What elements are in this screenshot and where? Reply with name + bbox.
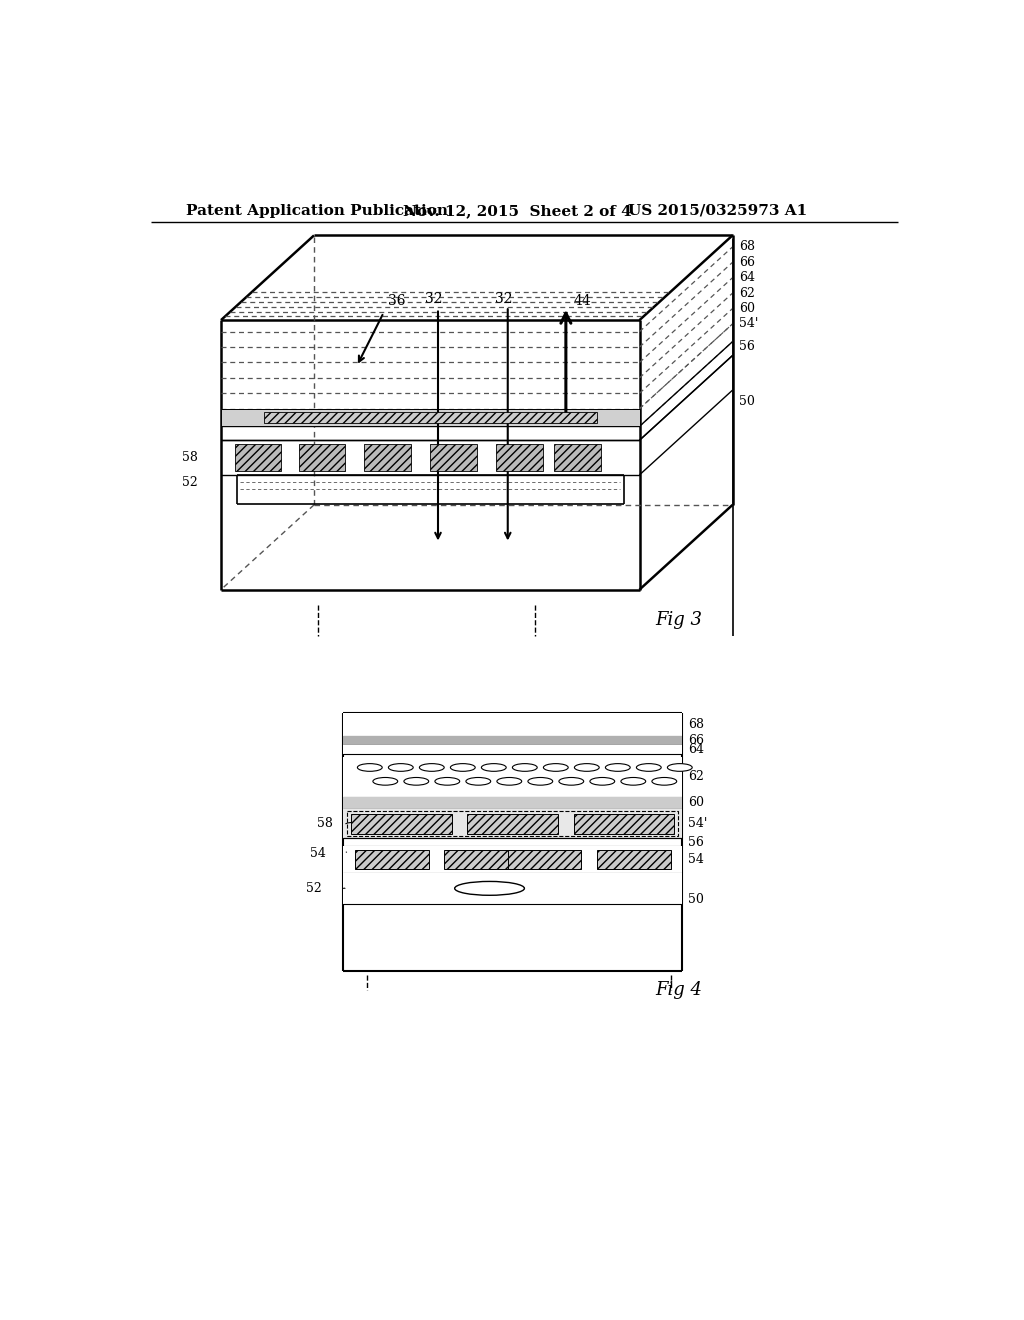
- Ellipse shape: [621, 777, 646, 785]
- Polygon shape: [234, 444, 282, 471]
- Polygon shape: [343, 756, 682, 797]
- Text: 56: 56: [738, 339, 755, 352]
- Polygon shape: [467, 813, 558, 834]
- Ellipse shape: [605, 763, 630, 771]
- Ellipse shape: [420, 763, 444, 771]
- Text: 54': 54': [738, 317, 758, 330]
- Text: 52: 52: [306, 882, 322, 895]
- Polygon shape: [343, 713, 682, 737]
- Polygon shape: [343, 846, 682, 873]
- Ellipse shape: [528, 777, 553, 785]
- Text: 44: 44: [573, 294, 592, 308]
- Polygon shape: [343, 737, 682, 744]
- Ellipse shape: [652, 777, 677, 785]
- Text: 32: 32: [425, 292, 442, 306]
- Ellipse shape: [559, 777, 584, 785]
- Text: 52: 52: [182, 477, 198, 490]
- Text: 60: 60: [738, 302, 755, 315]
- Text: 58: 58: [182, 451, 198, 465]
- Polygon shape: [355, 850, 429, 869]
- Text: 32: 32: [496, 292, 513, 305]
- Ellipse shape: [466, 777, 490, 785]
- Text: 36: 36: [388, 294, 406, 308]
- Ellipse shape: [512, 763, 538, 771]
- Polygon shape: [299, 444, 345, 471]
- Ellipse shape: [574, 763, 599, 771]
- Text: 64: 64: [688, 743, 705, 756]
- Polygon shape: [351, 813, 452, 834]
- Text: 54: 54: [309, 847, 326, 861]
- Text: Fig 4: Fig 4: [655, 981, 702, 999]
- Ellipse shape: [497, 777, 521, 785]
- Text: 50: 50: [688, 894, 705, 907]
- Text: 50: 50: [738, 395, 755, 408]
- Polygon shape: [444, 850, 518, 869]
- Polygon shape: [430, 444, 477, 471]
- Ellipse shape: [373, 777, 397, 785]
- Polygon shape: [221, 409, 640, 426]
- Polygon shape: [573, 813, 675, 834]
- Text: 68: 68: [738, 240, 755, 253]
- Ellipse shape: [357, 763, 382, 771]
- Text: 62: 62: [688, 770, 705, 783]
- Ellipse shape: [403, 777, 429, 785]
- Text: 68: 68: [688, 718, 705, 731]
- Text: 58: 58: [317, 817, 334, 830]
- Text: 64: 64: [738, 271, 755, 284]
- Polygon shape: [597, 850, 671, 869]
- Polygon shape: [508, 850, 582, 869]
- Polygon shape: [554, 444, 601, 471]
- Text: 54': 54': [688, 817, 708, 830]
- Polygon shape: [343, 809, 682, 838]
- Ellipse shape: [455, 882, 524, 895]
- Ellipse shape: [590, 777, 614, 785]
- Ellipse shape: [544, 763, 568, 771]
- Text: 56: 56: [688, 836, 705, 849]
- Text: Patent Application Publication: Patent Application Publication: [186, 203, 449, 218]
- Polygon shape: [343, 797, 682, 809]
- Polygon shape: [263, 412, 597, 424]
- Polygon shape: [343, 873, 682, 904]
- Text: 66: 66: [688, 734, 705, 747]
- Text: 54: 54: [688, 853, 705, 866]
- Text: 62: 62: [738, 286, 755, 300]
- Ellipse shape: [388, 763, 414, 771]
- Polygon shape: [496, 444, 543, 471]
- Text: 60: 60: [688, 796, 705, 809]
- Ellipse shape: [451, 763, 475, 771]
- Ellipse shape: [668, 763, 692, 771]
- Ellipse shape: [481, 763, 506, 771]
- Text: US 2015/0325973 A1: US 2015/0325973 A1: [628, 203, 807, 218]
- Ellipse shape: [636, 763, 662, 771]
- Polygon shape: [365, 444, 411, 471]
- Text: Fig 3: Fig 3: [655, 611, 702, 630]
- Polygon shape: [343, 744, 682, 755]
- Text: 66: 66: [738, 256, 755, 269]
- Ellipse shape: [435, 777, 460, 785]
- Text: Nov. 12, 2015  Sheet 2 of 4: Nov. 12, 2015 Sheet 2 of 4: [403, 203, 632, 218]
